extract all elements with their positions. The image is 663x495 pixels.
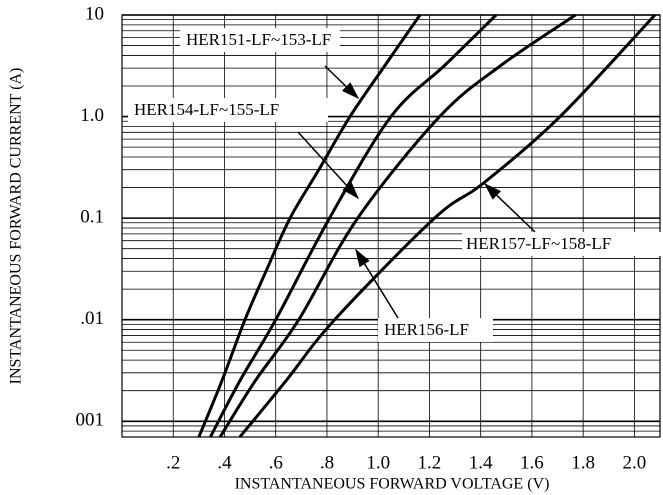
annotation: HER156-LF [384,320,469,339]
arrow [324,65,360,100]
curve [218,13,577,438]
annotation: HER151-LF~153-LF [186,30,331,49]
plot-frame [121,14,661,438]
curve [209,13,498,438]
curve [197,14,422,438]
annotation: HER154-LF~155-LF [134,100,279,119]
y-tick-label: 10 [85,3,104,24]
x-tick-label: .8 [320,452,334,473]
y-axis-label: INSTANTANEOUS FORWARD CURRENT (A) [8,68,25,385]
x-tick-label: 2.0 [623,452,647,473]
y-tick-label: 001 [76,410,105,431]
y-tick-label: 0.1 [80,206,104,227]
label-box [378,318,493,342]
x-tick-label: 1.2 [418,452,442,473]
label-box [180,28,340,52]
arrow [483,182,536,233]
x-tick-label: .4 [217,452,232,473]
label-box [462,232,662,256]
curves [197,13,656,438]
label-box [128,98,328,122]
annotation: HER157-LF~158-LF [466,234,611,253]
x-tick-label: 1.0 [366,452,390,473]
x-tick-label: 1.8 [571,452,595,473]
grid [121,14,661,438]
arrow [355,248,399,319]
annotations: HER151-LF~153-LF HER154-LF~155-LF HER156… [128,28,662,342]
x-axis-label: INSTANTANEOUS FORWARD VOLTAGE (V) [235,476,550,493]
arrow [297,131,360,200]
x-tick-label: .6 [269,452,283,473]
x-tick-label: 1.6 [520,452,544,473]
x-tick-label: 1.4 [469,452,493,473]
y-tick-label: .01 [80,308,104,329]
y-tick-label: 1.0 [80,105,104,126]
x-tick-label: .2 [166,452,180,473]
curve [238,13,656,438]
